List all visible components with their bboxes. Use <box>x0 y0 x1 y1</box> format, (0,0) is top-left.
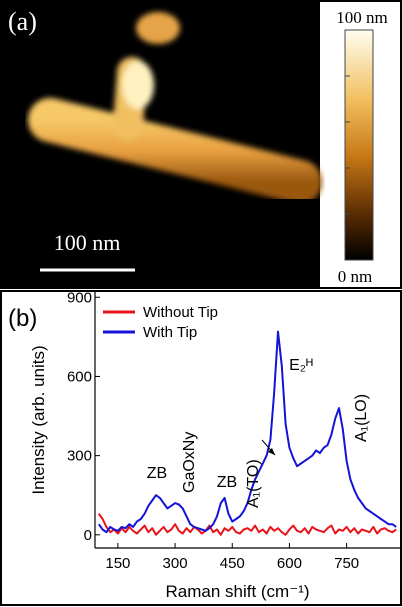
y-axis-label: Intensity (arb. units) <box>29 345 48 494</box>
nanowire <box>28 12 322 204</box>
legend-label: Without Tip <box>143 304 218 321</box>
panel-a: (a) 100 nm 100 nm 0 nm <box>0 0 402 289</box>
spectrum-line <box>97 513 397 536</box>
x-tick-label: 450 <box>220 555 245 572</box>
panel-b: 0 300 600 900 150 300 450 600 750 Raman shift (cm… <box>8 289 400 601</box>
colorbar-min: 0 nm <box>338 267 372 286</box>
y-tick-label: 0 <box>84 527 92 544</box>
annotation: A₁(LO) <box>353 394 370 442</box>
y-tick-label: 600 <box>67 368 92 385</box>
arrow-head <box>268 448 275 455</box>
scale-bar-label: 100 nm <box>54 230 121 255</box>
x-tick-label: 150 <box>105 555 130 572</box>
panel-frame <box>0 290 402 606</box>
annotation: ZB <box>217 474 237 491</box>
colorbar <box>344 29 374 261</box>
y-tick-label: 900 <box>67 289 92 306</box>
spectrum-line <box>97 330 397 534</box>
colorbar-max: 100 nm <box>336 8 387 27</box>
panel-label: (a) <box>8 7 37 36</box>
x-tick-label: 750 <box>334 555 359 572</box>
annotation: ZB <box>147 465 167 482</box>
colorbar-ticks <box>345 75 350 215</box>
annotation: E₂ᴴ <box>289 357 313 374</box>
x-axis-label: Raman shift (cm⁻¹) <box>165 582 309 601</box>
panel-label: (b) <box>8 305 37 332</box>
x-tick-label: 300 <box>163 555 188 572</box>
annotation: GaOxNy <box>181 432 198 493</box>
legend-label: With Tip <box>143 324 197 341</box>
annotation: A₁(TO) <box>245 459 262 508</box>
y-tick-label: 300 <box>67 448 92 465</box>
x-tick-label: 600 <box>277 555 302 572</box>
